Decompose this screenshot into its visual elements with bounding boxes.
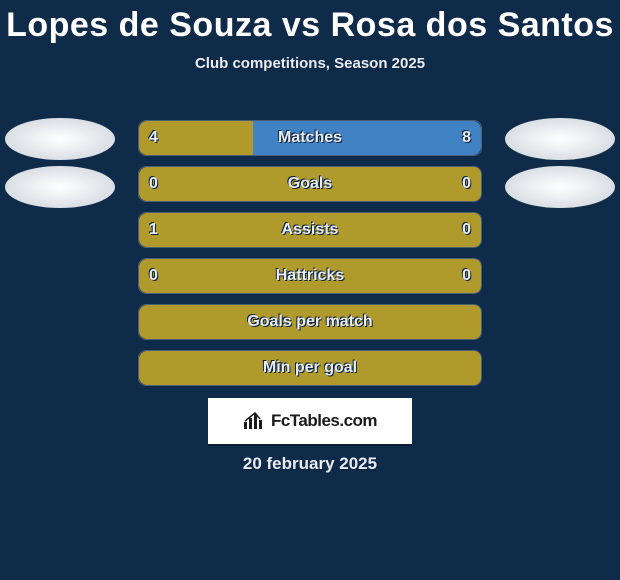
bar-right-fill <box>253 121 481 155</box>
bar-left-fill <box>139 259 481 293</box>
player-left-photo-1 <box>5 118 115 160</box>
bar-left-fill <box>139 305 481 339</box>
bar-track <box>139 213 481 247</box>
player-left-photos <box>0 118 120 214</box>
bar-track <box>139 167 481 201</box>
attribution-badge: FcTables.com <box>208 398 412 444</box>
bar-row-goals-per-match: Goals per match <box>138 304 482 340</box>
bar-row-assists: Assists10 <box>138 212 482 248</box>
player-right-photos <box>500 118 620 214</box>
bar-row-hattricks: Hattricks00 <box>138 258 482 294</box>
comparison-bars: Matches48 Goals00 Assists10 Hattricks00 Goal… <box>138 120 482 396</box>
bar-row-goals: Goals00 <box>138 166 482 202</box>
bar-track <box>139 121 481 155</box>
player-left-photo-2 <box>5 166 115 208</box>
attribution-chart-icon <box>243 412 265 430</box>
bar-left-fill <box>139 167 481 201</box>
subtitle: Club competitions, Season 2025 <box>0 55 620 72</box>
bar-left-fill <box>139 213 481 247</box>
player-right-photo-1 <box>505 118 615 160</box>
bar-row-min-per-goal: Min per goal <box>138 350 482 386</box>
bar-row-matches: Matches48 <box>138 120 482 156</box>
bar-left-fill <box>139 351 481 385</box>
bar-left-fill <box>139 121 253 155</box>
page-title: Lopes de Souza vs Rosa dos Santos <box>0 0 620 45</box>
bar-track <box>139 305 481 339</box>
bar-track <box>139 351 481 385</box>
date-text: 20 february 2025 <box>0 454 620 474</box>
player-right-photo-2 <box>505 166 615 208</box>
bar-track <box>139 259 481 293</box>
attribution-text: FcTables.com <box>271 411 377 431</box>
